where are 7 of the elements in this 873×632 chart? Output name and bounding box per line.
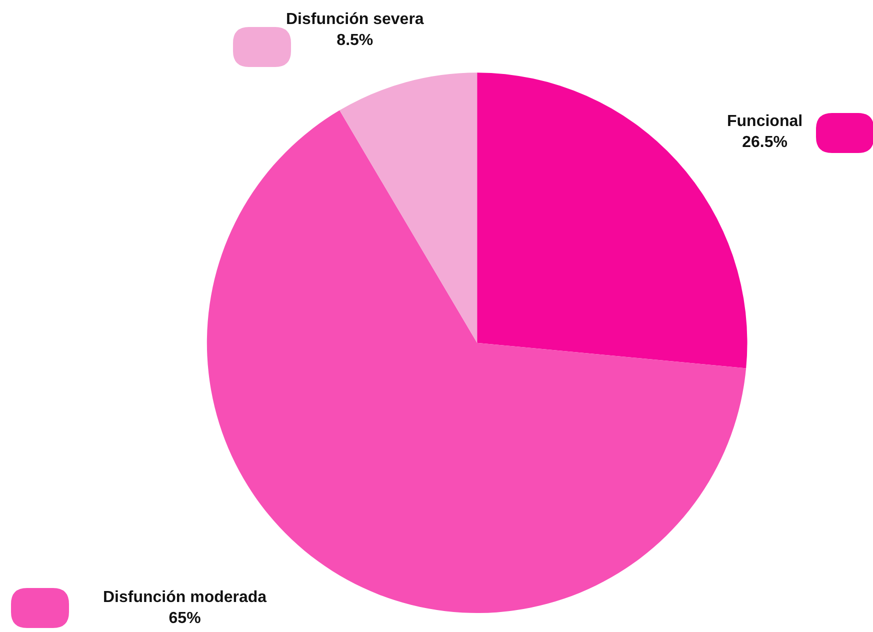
data-label: 65% [168, 610, 201, 627]
slice-label: Disfunción severa [286, 11, 424, 28]
slice-label: Disfunción moderada [103, 589, 267, 606]
data-label: 8.5% [336, 32, 374, 49]
pie-slice [340, 72, 478, 343]
data-label: 26.5% [742, 134, 788, 151]
slice-label: Funcional [727, 113, 803, 130]
